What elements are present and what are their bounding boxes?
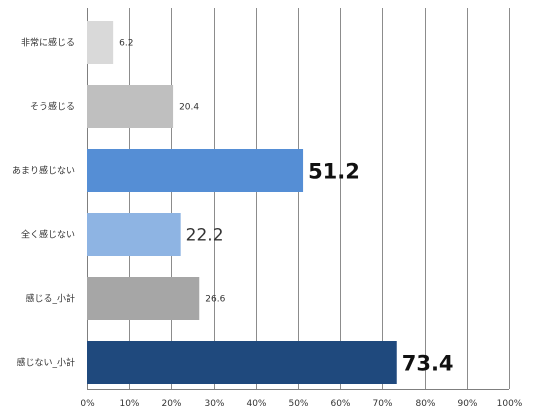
bar — [87, 213, 181, 256]
bars — [87, 21, 397, 384]
x-tick-label: 80% — [415, 399, 435, 409]
x-tick-labels: 0% 10% 20% 30% 40% 50% 60% 70% 80% 90% 100% — [80, 399, 522, 409]
x-tick-label: 0% — [80, 399, 95, 409]
x-tick-label: 90% — [457, 399, 477, 409]
x-tick-label: 10% — [119, 399, 139, 409]
bar — [87, 21, 114, 64]
x-tick-label: 60% — [330, 399, 350, 409]
data-label: 20.4 — [179, 103, 199, 113]
data-label: 51.2 — [308, 160, 360, 184]
category-label: 感じない_小計 — [16, 357, 75, 369]
x-tick-label: 20% — [161, 399, 181, 409]
bar — [87, 85, 174, 128]
x-tick-label: 50% — [288, 399, 308, 409]
x-tick-label: 30% — [204, 399, 224, 409]
gridlines — [87, 8, 510, 390]
data-label: 22.2 — [186, 226, 224, 246]
category-label: 感じる_小計 — [25, 293, 75, 305]
category-label: 非常に感じる — [21, 37, 75, 49]
x-tick-label: 70% — [372, 399, 392, 409]
x-tick-label: 40% — [246, 399, 266, 409]
data-label: 6.2 — [119, 39, 133, 49]
x-tick-label: 100% — [497, 399, 523, 409]
category-label: 全く感じない — [21, 229, 75, 241]
bar — [87, 149, 304, 192]
bar — [87, 341, 397, 384]
data-labels: 6.2 20.4 51.2 22.2 26.6 73.4 — [119, 39, 453, 376]
data-label: 26.6 — [205, 295, 225, 305]
category-label: あまり感じない — [12, 165, 75, 177]
bar — [87, 277, 200, 320]
category-label: そう感じる — [30, 101, 75, 113]
data-label: 73.4 — [402, 352, 454, 376]
